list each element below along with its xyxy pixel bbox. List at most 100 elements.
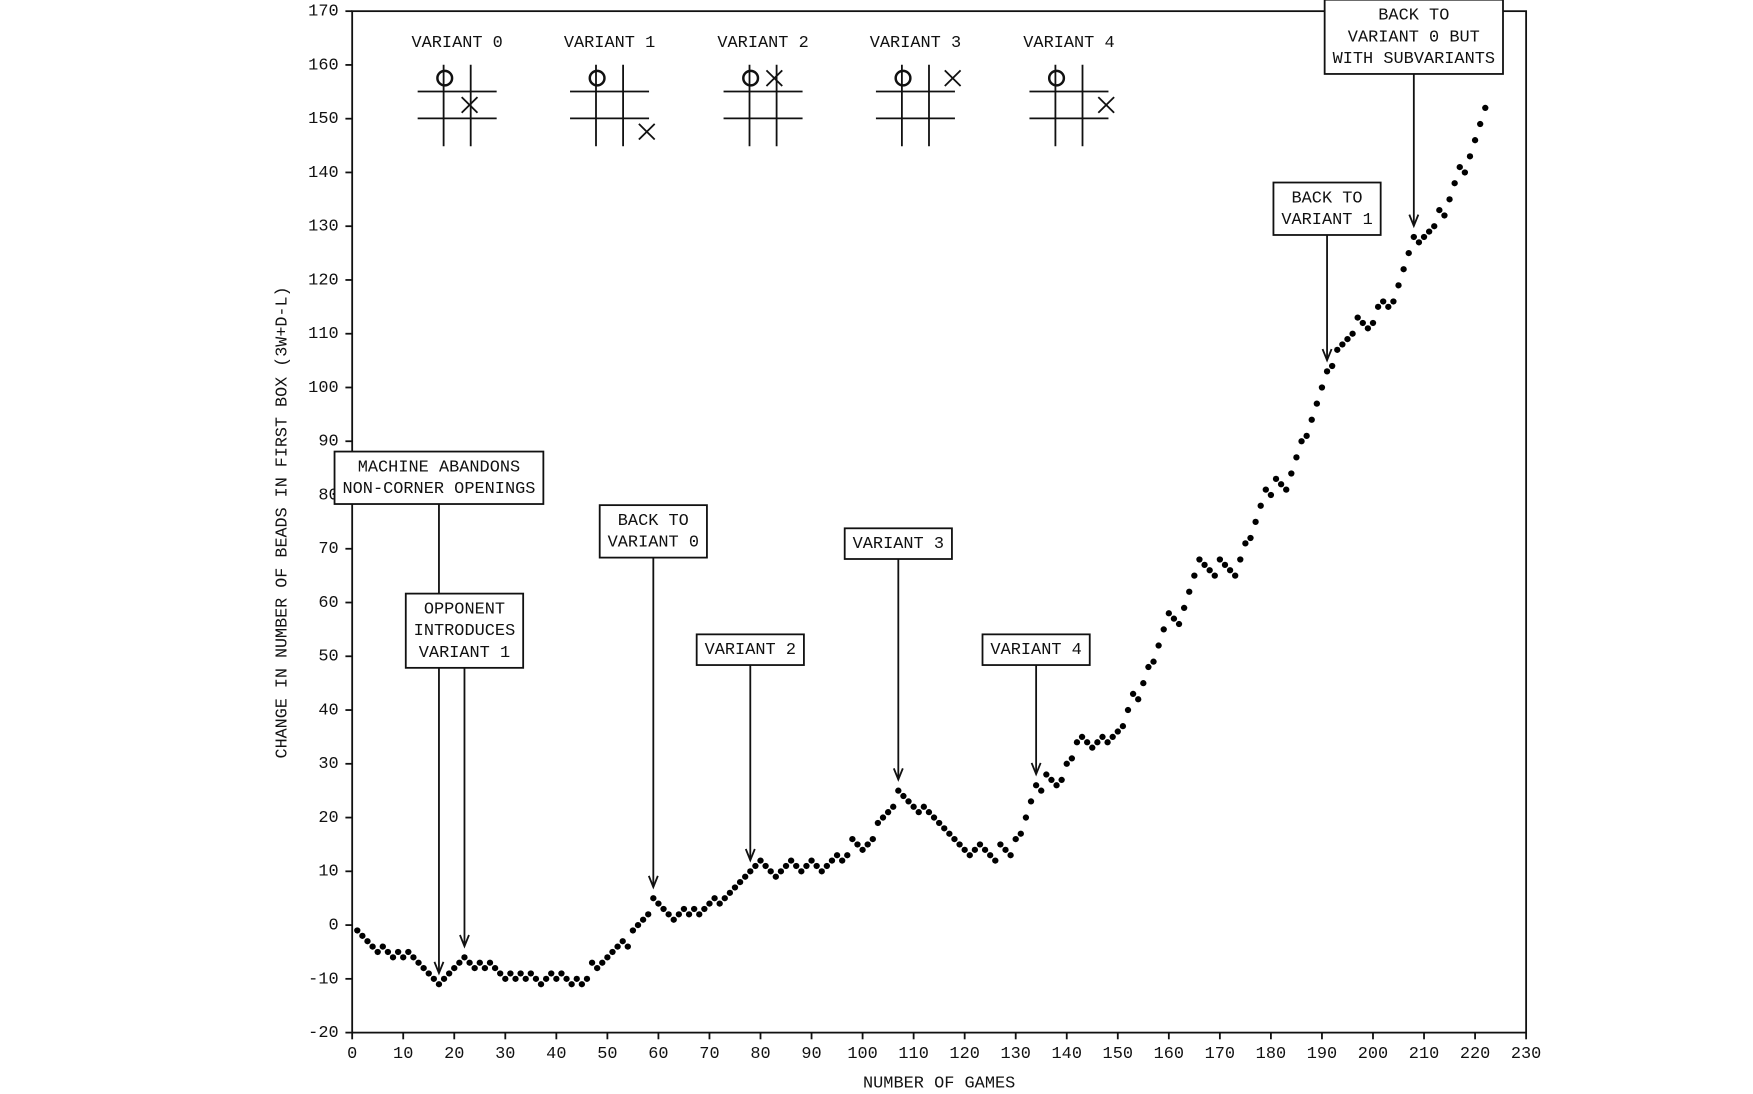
- y-tick-label: 120: [308, 271, 338, 290]
- data-point: [1043, 771, 1050, 778]
- data-point: [828, 857, 836, 864]
- data-point: [742, 873, 749, 880]
- data-point: [680, 905, 688, 913]
- data-point: [731, 884, 739, 891]
- data-point: [1288, 470, 1295, 477]
- x-mark: [765, 69, 783, 87]
- data-point: [1390, 298, 1397, 305]
- x-tick-label: 0: [347, 1045, 357, 1064]
- annotation-text: VARIANT 0 BUT: [1348, 28, 1480, 47]
- data-point: [660, 905, 667, 913]
- data-point: [1436, 206, 1443, 214]
- y-tick-label: 80: [318, 487, 338, 506]
- data-point: [435, 981, 443, 988]
- data-point: [1380, 298, 1387, 305]
- y-tick-label: 30: [318, 755, 338, 774]
- data-point: [425, 970, 432, 977]
- data-point: [1242, 540, 1249, 547]
- data-point: [1425, 228, 1433, 235]
- o-mark: [742, 69, 760, 87]
- x-tick-label: 230: [1511, 1045, 1541, 1064]
- data-point: [1129, 690, 1137, 698]
- data-point: [793, 862, 800, 870]
- data-point: [359, 932, 366, 939]
- data-point: [1201, 561, 1208, 569]
- data-point: [1318, 384, 1326, 391]
- data-point: [1135, 696, 1142, 703]
- data-point: [1191, 572, 1198, 579]
- data-point: [1068, 755, 1076, 762]
- y-tick-label: 60: [318, 594, 338, 613]
- data-point: [782, 862, 790, 870]
- data-point: [461, 954, 468, 961]
- data-point: [690, 905, 698, 913]
- data-point: [1186, 588, 1193, 595]
- data-point: [1124, 706, 1132, 714]
- data-point: [706, 900, 713, 907]
- data-point: [1063, 760, 1070, 767]
- x-tick-label: 100: [847, 1045, 877, 1064]
- y-tick-label: 160: [308, 56, 338, 75]
- data-point: [1211, 572, 1218, 579]
- data-point: [839, 857, 846, 864]
- data-point: [935, 819, 943, 827]
- data-point: [1441, 212, 1448, 219]
- data-point: [405, 948, 412, 956]
- data-point: [512, 975, 519, 982]
- data-point: [1303, 432, 1310, 439]
- data-point: [1267, 491, 1275, 499]
- data-point: [777, 868, 785, 875]
- data-point: [1038, 787, 1045, 794]
- data-point: [1099, 733, 1106, 741]
- annotation-text: NON-CORNER OPENINGS: [342, 480, 535, 499]
- data-point: [1170, 615, 1178, 622]
- data-point: [1420, 233, 1428, 241]
- y-tick-label: 140: [308, 164, 338, 183]
- data-point: [772, 873, 779, 880]
- data-point: [890, 803, 897, 810]
- data-point: [1364, 325, 1372, 332]
- annotation-text: VARIANT 4: [990, 641, 1081, 660]
- data-point: [1482, 104, 1489, 112]
- x-tick-label: 60: [648, 1045, 668, 1064]
- data-point: [1237, 556, 1244, 563]
- annotation-box: [1323, 0, 1504, 75]
- data-point: [1160, 626, 1167, 633]
- data-point: [1017, 830, 1024, 837]
- data-point: [568, 981, 575, 988]
- variant-label: VARIANT 3: [870, 34, 961, 53]
- data-point: [1354, 314, 1361, 321]
- data-point: [1456, 163, 1463, 171]
- data-point: [491, 964, 499, 972]
- data-point: [609, 948, 616, 956]
- data-point: [1196, 556, 1203, 563]
- data-point: [711, 895, 718, 902]
- data-point: [466, 959, 473, 966]
- annotation-box: [981, 633, 1091, 666]
- data-point: [920, 803, 927, 810]
- data-point: [1104, 739, 1111, 746]
- x-tick-label: 90: [801, 1045, 821, 1064]
- data-point: [645, 911, 652, 918]
- x-tick-label: 150: [1103, 1045, 1133, 1064]
- data-point: [1451, 180, 1458, 187]
- data-point: [966, 852, 973, 859]
- y-tick-label: 10: [318, 863, 338, 882]
- data-point: [655, 900, 662, 907]
- data-point: [476, 959, 483, 966]
- y-tick-label: 150: [308, 110, 338, 129]
- data-point: [364, 938, 371, 945]
- data-point: [379, 943, 386, 950]
- data-point: [1344, 335, 1351, 343]
- o-mark: [588, 69, 606, 87]
- data-point: [588, 959, 596, 966]
- annotation-box: [1272, 181, 1382, 236]
- data-point: [456, 959, 463, 966]
- data-point: [987, 852, 994, 859]
- data-point: [1165, 610, 1172, 617]
- data-point: [639, 916, 647, 923]
- data-point: [430, 975, 438, 982]
- data-point: [701, 905, 708, 913]
- data-point: [1002, 846, 1009, 853]
